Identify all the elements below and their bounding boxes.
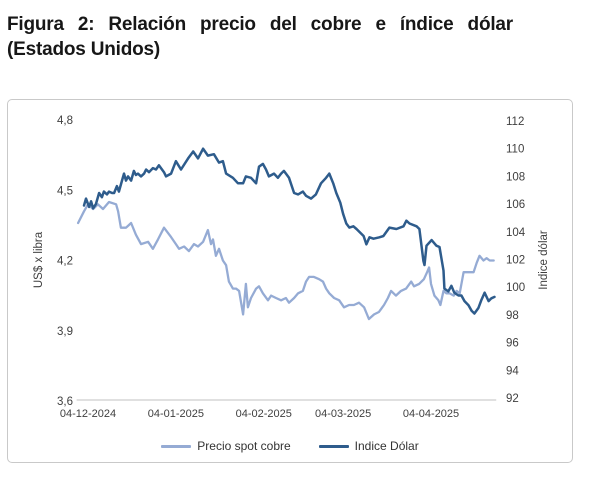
y-axis-right-tick-label: 100	[506, 282, 525, 294]
y-axis-right-tick-label: 110	[506, 144, 524, 156]
copper-price-line	[76, 200, 495, 321]
dollar-index-line	[82, 147, 496, 315]
legend-label-dollar: Indice Dólar	[354, 439, 419, 453]
y-axis-right-tick-label: 104	[506, 227, 526, 239]
y-axis-right-tick-label: 108	[506, 171, 525, 183]
y-axis-left-tick-label: 3,6	[57, 396, 73, 408]
figure-title-line2: (Estados Unidos)	[7, 39, 161, 60]
chart-legend: Precio spot cobre Indice Dólar	[8, 439, 572, 453]
y-axis-left-title: US$ x libra	[33, 231, 45, 288]
y-axis-right-tick-label: 102	[506, 255, 525, 267]
y-axis-left-tick-label: 4,5	[57, 185, 73, 197]
x-axis-tick-label: 04-01-2025	[148, 408, 204, 420]
copper-line-swatch	[161, 444, 192, 448]
dollar-index-line-swatch	[318, 444, 349, 448]
y-axis-left-tick-label: 4,2	[57, 256, 73, 268]
y-axis-left-tick-label: 4,8	[57, 115, 73, 127]
legend-item-dollar: Indice Dólar	[318, 439, 419, 453]
figure-title-line1: Figura 2: Relación precio del cobre e ín…	[7, 14, 513, 35]
y-axis-right-tick-label: 92	[506, 393, 519, 405]
y-axis-right-tick-label: 94	[506, 365, 519, 377]
y-axis-right-tick-label: 112	[506, 116, 524, 128]
y-axis-right-tick-label: 106	[506, 199, 525, 211]
x-axis-tick-label: 04-04-2025	[403, 408, 459, 420]
x-axis-tick-label: 04-03-2025	[315, 408, 371, 420]
y-axis-left-tick-label: 3,9	[57, 326, 73, 338]
x-axis-tick-label: 04-02-2025	[236, 408, 292, 420]
y-axis-right-title: Indice dólar	[538, 230, 550, 290]
legend-item-copper: Precio spot cobre	[161, 439, 291, 453]
x-axis-tick-label: 04-12-2024	[60, 408, 116, 420]
figure-title: Figura 2: Relación precio del cobre e ín…	[7, 12, 513, 62]
chart-frame: 4,8 4,5 4,2 3,9 3,6 112 110 108 106 104 102 100 98 96…	[7, 99, 573, 463]
y-axis-right-tick-label: 96	[506, 338, 519, 350]
y-axis-right-tick-label: 98	[506, 310, 519, 322]
dual-axis-line-chart: 4,8 4,5 4,2 3,9 3,6 112 110 108 106 104 102 100 98 96…	[33, 115, 550, 420]
legend-label-copper: Precio spot cobre	[197, 439, 291, 453]
